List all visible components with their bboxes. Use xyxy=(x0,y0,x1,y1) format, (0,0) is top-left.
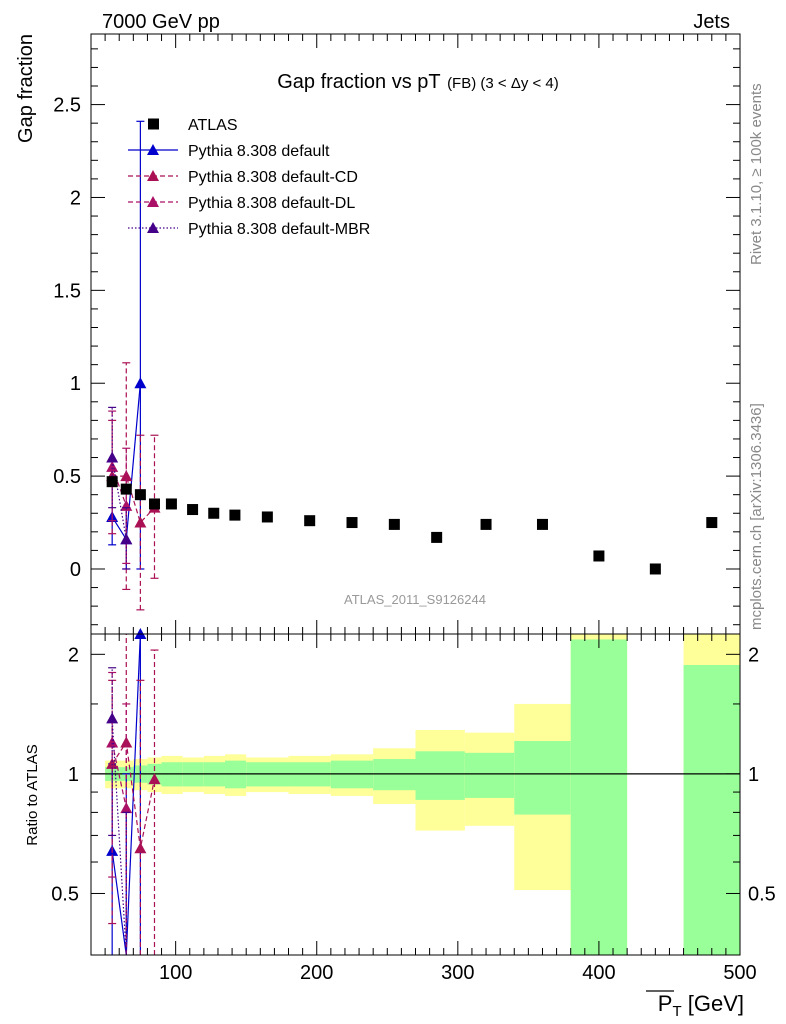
main-data-point xyxy=(388,518,400,530)
legend-label: Pythia 8.308 default-DL xyxy=(188,195,355,212)
ratio-mc-line xyxy=(111,740,156,849)
ratio-mc-point xyxy=(134,842,147,854)
legend-entry: Pythia 8.308 default xyxy=(128,143,330,160)
analysis-id: ATLAS_2011_S9126244 xyxy=(344,592,486,607)
ratio-stat-band xyxy=(464,752,515,798)
legend-entry: Pythia 8.308 default-CD xyxy=(128,169,358,186)
ratio-y-tick-label: 0.5 xyxy=(51,883,79,905)
ratio-stat-band xyxy=(570,639,628,955)
main-y-tick-label: 1 xyxy=(70,373,81,395)
main-data-point xyxy=(649,563,661,575)
main-data-point xyxy=(593,550,605,562)
main-y-tick-label: 2 xyxy=(70,187,81,209)
legend-marker xyxy=(147,170,159,181)
x-axis-label-unit: [GeV] xyxy=(682,991,744,1016)
main-data-point xyxy=(208,507,220,519)
x-axis-label: PT [GeV] xyxy=(658,991,744,1020)
energy-label: 7000 GeV pp xyxy=(102,11,220,33)
main-data-point xyxy=(229,509,241,521)
x-tick-label: 200 xyxy=(300,962,333,984)
x-axis-label-main: P xyxy=(658,991,673,1016)
ratio-stat-band xyxy=(415,751,465,800)
legend-marker xyxy=(147,222,159,233)
main-y-tick-label: 2.5 xyxy=(53,95,81,117)
ratio-mc-point xyxy=(120,736,133,748)
main-mc-point xyxy=(106,460,119,472)
legend-entry: Pythia 8.308 default-MBR xyxy=(128,221,370,238)
main-data-point xyxy=(304,515,316,527)
ratio-mc-point xyxy=(106,712,119,724)
main-data-point xyxy=(106,476,118,488)
legend-label: Pythia 8.308 default xyxy=(188,143,330,160)
main-data-point xyxy=(134,489,146,501)
legend-marker xyxy=(147,144,159,155)
main-y-axis-label: Gap fraction xyxy=(15,34,37,143)
ratio-bands xyxy=(91,634,740,955)
source-side-text: mcplots.cern.ch [arXiv:1306.3436] xyxy=(748,403,765,630)
legend: ATLAS Pythia 8.308 default Pythia 8.308 de… xyxy=(128,117,370,238)
main-data-point xyxy=(706,517,718,529)
rivet-side-text: Rivet 3.1.10, ≥ 100k events xyxy=(748,83,765,265)
legend-label: Pythia 8.308 default-CD xyxy=(188,169,358,186)
ratio-stat-band xyxy=(373,759,416,791)
ratio-mc-point xyxy=(120,802,133,814)
legend-entry: Pythia 8.308 default-DL xyxy=(128,195,355,212)
x-tick-label: 400 xyxy=(582,962,615,984)
main-mc-point xyxy=(106,451,119,463)
main-data-point xyxy=(148,498,160,510)
main-title-sub: (FB) (3 < Δy < 4) xyxy=(447,75,559,92)
main-y-tick-label: 1.5 xyxy=(53,280,81,302)
main-plot-axes: 0 0.5 1 1.5 2 2.5 xyxy=(53,34,741,634)
ratio-mc-point xyxy=(106,736,119,748)
main-data-point xyxy=(261,511,273,523)
x-tick-label: 300 xyxy=(441,962,474,984)
main-mc-point xyxy=(134,377,147,389)
main-title-text: Gap fraction vs pT xyxy=(277,71,440,93)
main-title: Gap fraction vs pT (FB) (3 < Δy < 4) xyxy=(277,71,559,93)
main-mc-point xyxy=(120,470,133,482)
main-data-point xyxy=(480,518,492,530)
main-plot-marks xyxy=(106,120,718,611)
main-data-point xyxy=(431,531,443,543)
legend-label: Pythia 8.308 default-MBR xyxy=(188,221,370,238)
main-y-tick-label: 0.5 xyxy=(53,466,81,488)
process-label: Jets xyxy=(693,11,730,33)
ratio-y-tick-label: 1 xyxy=(68,764,79,786)
x-tick-label: 100 xyxy=(159,962,192,984)
main-data-point xyxy=(120,483,132,495)
ratio-plot-axes: 0.5 0.5 1 1 2 2 100 200 300 400 500 xyxy=(51,634,776,984)
legend-entry: ATLAS xyxy=(148,117,238,134)
ratio-stat-band xyxy=(683,664,740,955)
ratio-stat-band xyxy=(514,741,571,815)
ratio-y-axis-label: Ratio to ATLAS xyxy=(24,744,41,845)
main-mc-line xyxy=(112,475,155,524)
ratio-mc-line xyxy=(111,718,127,956)
main-mc-point xyxy=(120,533,133,545)
main-data-point xyxy=(536,518,548,530)
ratio-y-tick-label-right: 2 xyxy=(748,644,759,666)
main-data-point xyxy=(165,498,177,510)
ratio-y-tick-label: 2 xyxy=(68,644,79,666)
main-mc-point xyxy=(134,516,147,528)
main-mc-line xyxy=(111,466,127,507)
ratio-mc-point xyxy=(148,773,161,785)
legend-marker xyxy=(147,196,159,207)
main-data-point xyxy=(346,517,358,529)
main-y-tick-label: 0 xyxy=(70,559,81,581)
x-tick-label: 500 xyxy=(723,962,756,984)
legend-marker xyxy=(148,118,159,130)
x-axis-label-sub: T xyxy=(672,1003,681,1020)
legend-label: ATLAS xyxy=(188,117,238,134)
main-data-point xyxy=(187,504,199,516)
ratio-y-tick-label-right: 1 xyxy=(748,764,759,786)
ratio-y-tick-label-right: 0.5 xyxy=(748,883,776,905)
